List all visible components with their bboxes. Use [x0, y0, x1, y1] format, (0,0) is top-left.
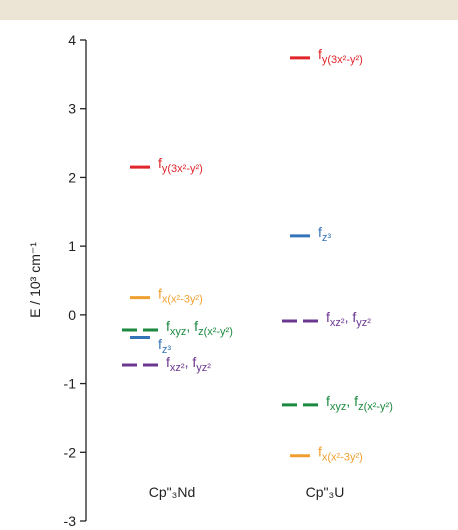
level-label: fx(x²-3y²) [158, 286, 203, 306]
label-subscript: z(x²-y²) [198, 326, 233, 338]
y-tick-label: 0 [68, 307, 76, 323]
label-text: f [158, 155, 162, 171]
label-subscript: y(3x²-y²) [322, 54, 363, 66]
y-tick-label: -2 [64, 444, 77, 460]
label-text: f [318, 224, 322, 240]
label-text: f [158, 286, 162, 302]
y-tick-label: 4 [68, 32, 76, 48]
label-subscript: xyz [170, 326, 187, 338]
label-subscript: y(3x²-y²) [162, 163, 203, 175]
label-subscript: yz² [196, 362, 211, 374]
label-subscript: x(x²-3y²) [322, 452, 363, 464]
label-subscript: xz² [170, 362, 185, 374]
label-subscript: xyz [330, 401, 347, 413]
label-text: f [318, 444, 322, 460]
level-label: fz³ [318, 224, 331, 244]
label-text: f [326, 393, 330, 409]
level-label: fz³ [158, 336, 171, 356]
y-axis-label: E / 10³ cm⁻¹ [27, 242, 43, 318]
top-band [0, 0, 458, 20]
level-label: fx(x²-3y²) [318, 444, 363, 464]
level-label: fxyz, fz(x²-y²) [326, 393, 393, 413]
label-subscript: xz² [330, 317, 345, 329]
label-subscript: x(x²-3y²) [162, 294, 203, 306]
level-label: fxz², fyz² [326, 309, 371, 329]
label-text: , f [186, 318, 198, 334]
label-text: f [318, 46, 322, 62]
y-tick-label: -3 [64, 513, 77, 529]
label-text: , f [185, 354, 197, 370]
label-text: , f [345, 309, 357, 325]
level-label: fxz², fyz² [166, 354, 211, 374]
label-text: f [326, 309, 330, 325]
label-text: f [166, 318, 170, 334]
y-tick-label: -1 [64, 376, 77, 392]
label-subscript: z³ [322, 232, 332, 244]
label-subscript: yz² [356, 317, 371, 329]
level-label: fxyz, fz(x²-y²) [166, 318, 233, 338]
label-text: f [166, 354, 170, 370]
label-text: f [158, 336, 162, 352]
label-subscript: z(x²-y²) [358, 401, 393, 413]
y-tick-label: 1 [68, 238, 76, 254]
group-label: Cp"₃Nd [149, 484, 195, 500]
y-tick-label: 3 [68, 101, 76, 117]
label-text: , f [346, 393, 358, 409]
y-tick-label: 2 [68, 169, 76, 185]
group-label: Cp"₃U [306, 484, 345, 500]
level-label: fy(3x²-y²) [158, 155, 203, 175]
level-label: fy(3x²-y²) [318, 46, 363, 66]
label-subscript: z³ [162, 344, 172, 356]
